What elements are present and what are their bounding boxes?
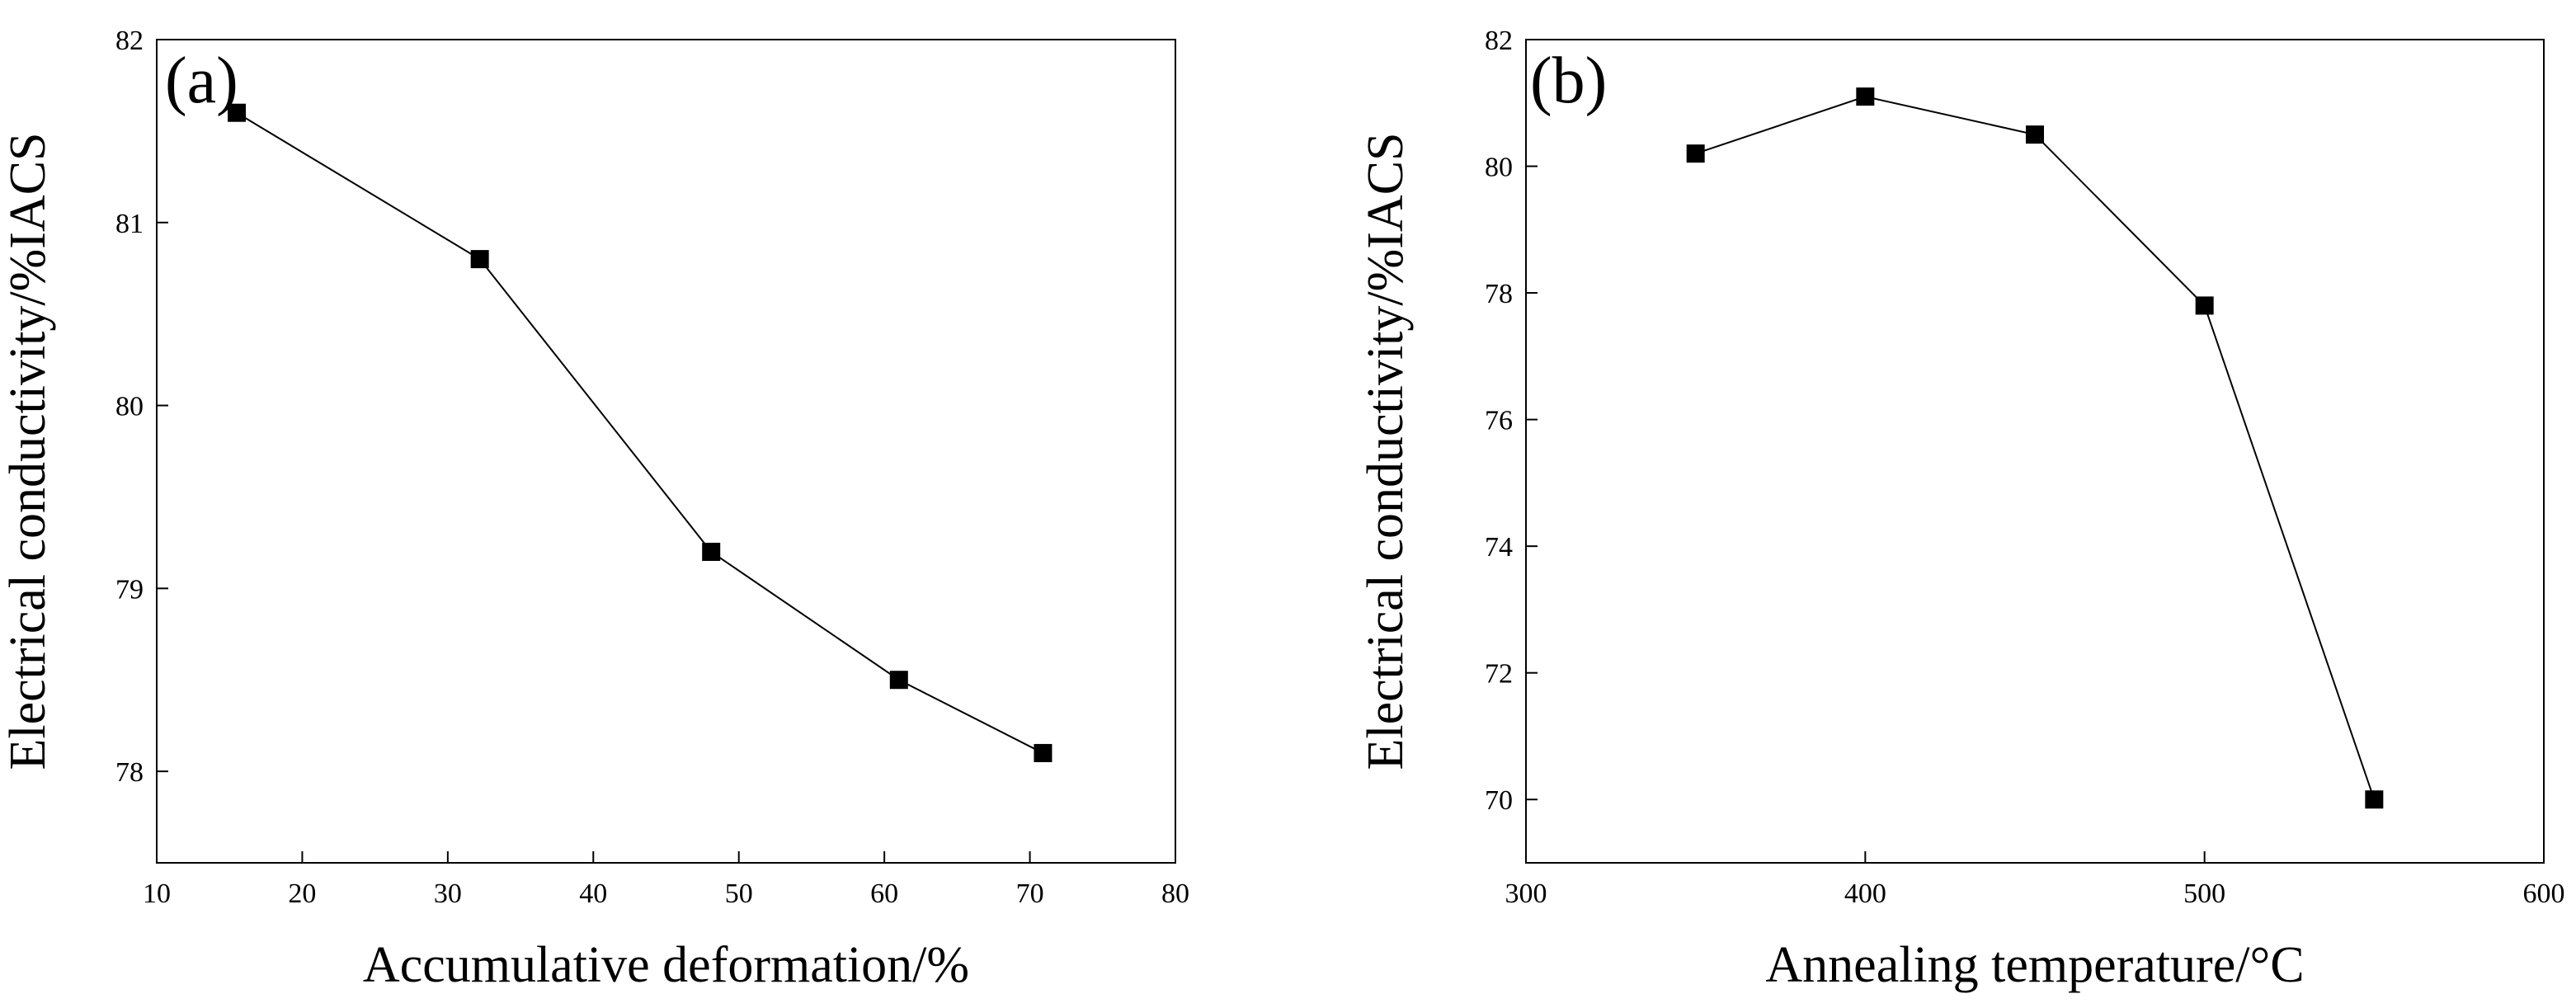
y-tick-label: 82 xyxy=(115,26,144,56)
y-tick-label: 76 xyxy=(1485,406,1513,436)
series-line xyxy=(236,111,1043,754)
y-tick-label: 78 xyxy=(1485,279,1513,309)
y-tick-label: 70 xyxy=(1485,785,1513,816)
y-tick-label: 74 xyxy=(1485,532,1513,563)
x-tick-label: 600 xyxy=(2523,878,2565,909)
x-axis-title: Accumulative deformation/% xyxy=(363,937,969,993)
x-tick-label: 300 xyxy=(1505,878,1547,909)
x-tick-label: 500 xyxy=(2183,878,2225,909)
data-point-marker xyxy=(1034,743,1053,762)
x-tick-label: 80 xyxy=(1161,878,1189,909)
plot-frame xyxy=(1525,39,2545,864)
data-point-marker xyxy=(889,671,908,690)
y-tick-label: 78 xyxy=(115,757,144,788)
data-point-marker xyxy=(228,103,247,122)
data-point-marker xyxy=(2365,790,2384,809)
x-tick-label: 10 xyxy=(143,878,171,909)
data-point-marker xyxy=(470,250,489,269)
chart-panel-a: 10 20 30 40 50 60 70 80 78 79 80 81 82 (a) Accumulativ… xyxy=(0,26,1189,993)
y-tick-label: 81 xyxy=(115,209,144,239)
panel-label: (b) xyxy=(1530,45,1607,117)
y-tick-label: 82 xyxy=(1485,26,1513,56)
x-tick-label: 50 xyxy=(725,878,753,909)
data-point-marker xyxy=(1686,144,1705,163)
y-axis-title: Electrical conductivity/%IACS xyxy=(1358,132,1414,770)
x-tick-label: 70 xyxy=(1016,878,1044,909)
data-point-marker xyxy=(2026,125,2044,144)
y-tick-label: 72 xyxy=(1485,659,1513,690)
plot-frame xyxy=(156,39,1176,864)
data-point-marker xyxy=(702,542,721,561)
y-axis-title: Electrical conductivity/%IACS xyxy=(0,132,56,770)
series-line xyxy=(1695,96,2376,800)
x-tick-label: 20 xyxy=(288,878,316,909)
y-tick-label: 79 xyxy=(115,574,144,605)
x-tick-label: 40 xyxy=(579,878,607,909)
x-axis-title: Annealing temperature/°C xyxy=(1765,937,2304,993)
chart-panel-b: 300 400 500 600 70 72 74 76 78 80 82 (b) Annealing t… xyxy=(1358,26,2565,993)
x-tick-label: 400 xyxy=(1844,878,1886,909)
y-tick-label: 80 xyxy=(1485,153,1513,183)
panel-label: (a) xyxy=(165,45,238,117)
y-tick-label: 80 xyxy=(115,392,144,422)
x-tick-label: 60 xyxy=(870,878,898,909)
data-point-marker xyxy=(2195,296,2214,315)
x-tick-label: 30 xyxy=(434,878,462,909)
data-point-marker xyxy=(1856,87,1875,106)
